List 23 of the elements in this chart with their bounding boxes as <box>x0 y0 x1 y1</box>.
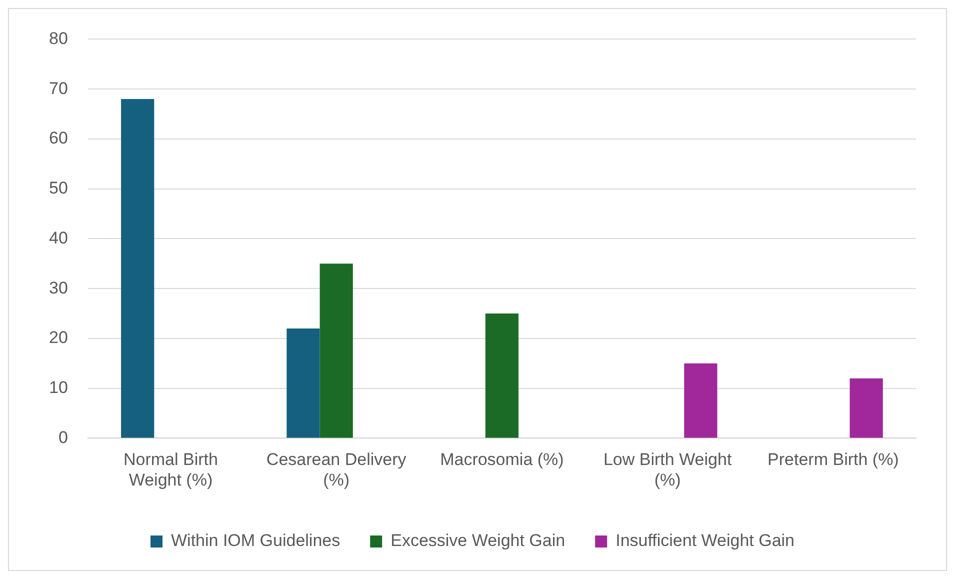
y-tick-label: 80 <box>48 28 68 48</box>
y-tick-label: 50 <box>48 178 68 198</box>
y-tick-label: 40 <box>48 228 68 248</box>
y-tick-label: 30 <box>48 278 68 298</box>
legend-label: Within IOM Guidelines <box>170 531 340 550</box>
y-tick-label: 10 <box>48 378 68 398</box>
y-tick-label: 70 <box>48 78 68 98</box>
y-tick-label: 60 <box>48 128 68 148</box>
bar <box>286 328 320 438</box>
x-tick-label: Low Birth Weight (%) <box>603 450 732 490</box>
x-tick-label: Cesarean Delivery (%) <box>266 450 407 490</box>
x-tick-label: Macrosomia (%) <box>440 450 564 470</box>
x-tick-label: Preterm Birth (%) <box>768 450 899 470</box>
y-tick-label: 20 <box>48 328 68 348</box>
bar <box>485 314 519 438</box>
bar <box>320 264 353 438</box>
bar <box>850 378 883 438</box>
legend-label: Insufficient Weight Gain <box>616 531 795 550</box>
bar <box>684 363 718 438</box>
bar <box>121 99 154 438</box>
x-tick-label: Normal Birth Weight (%) <box>123 450 218 490</box>
legend-label: Excessive Weight Gain <box>390 531 566 550</box>
y-tick-label: 0 <box>58 428 68 447</box>
